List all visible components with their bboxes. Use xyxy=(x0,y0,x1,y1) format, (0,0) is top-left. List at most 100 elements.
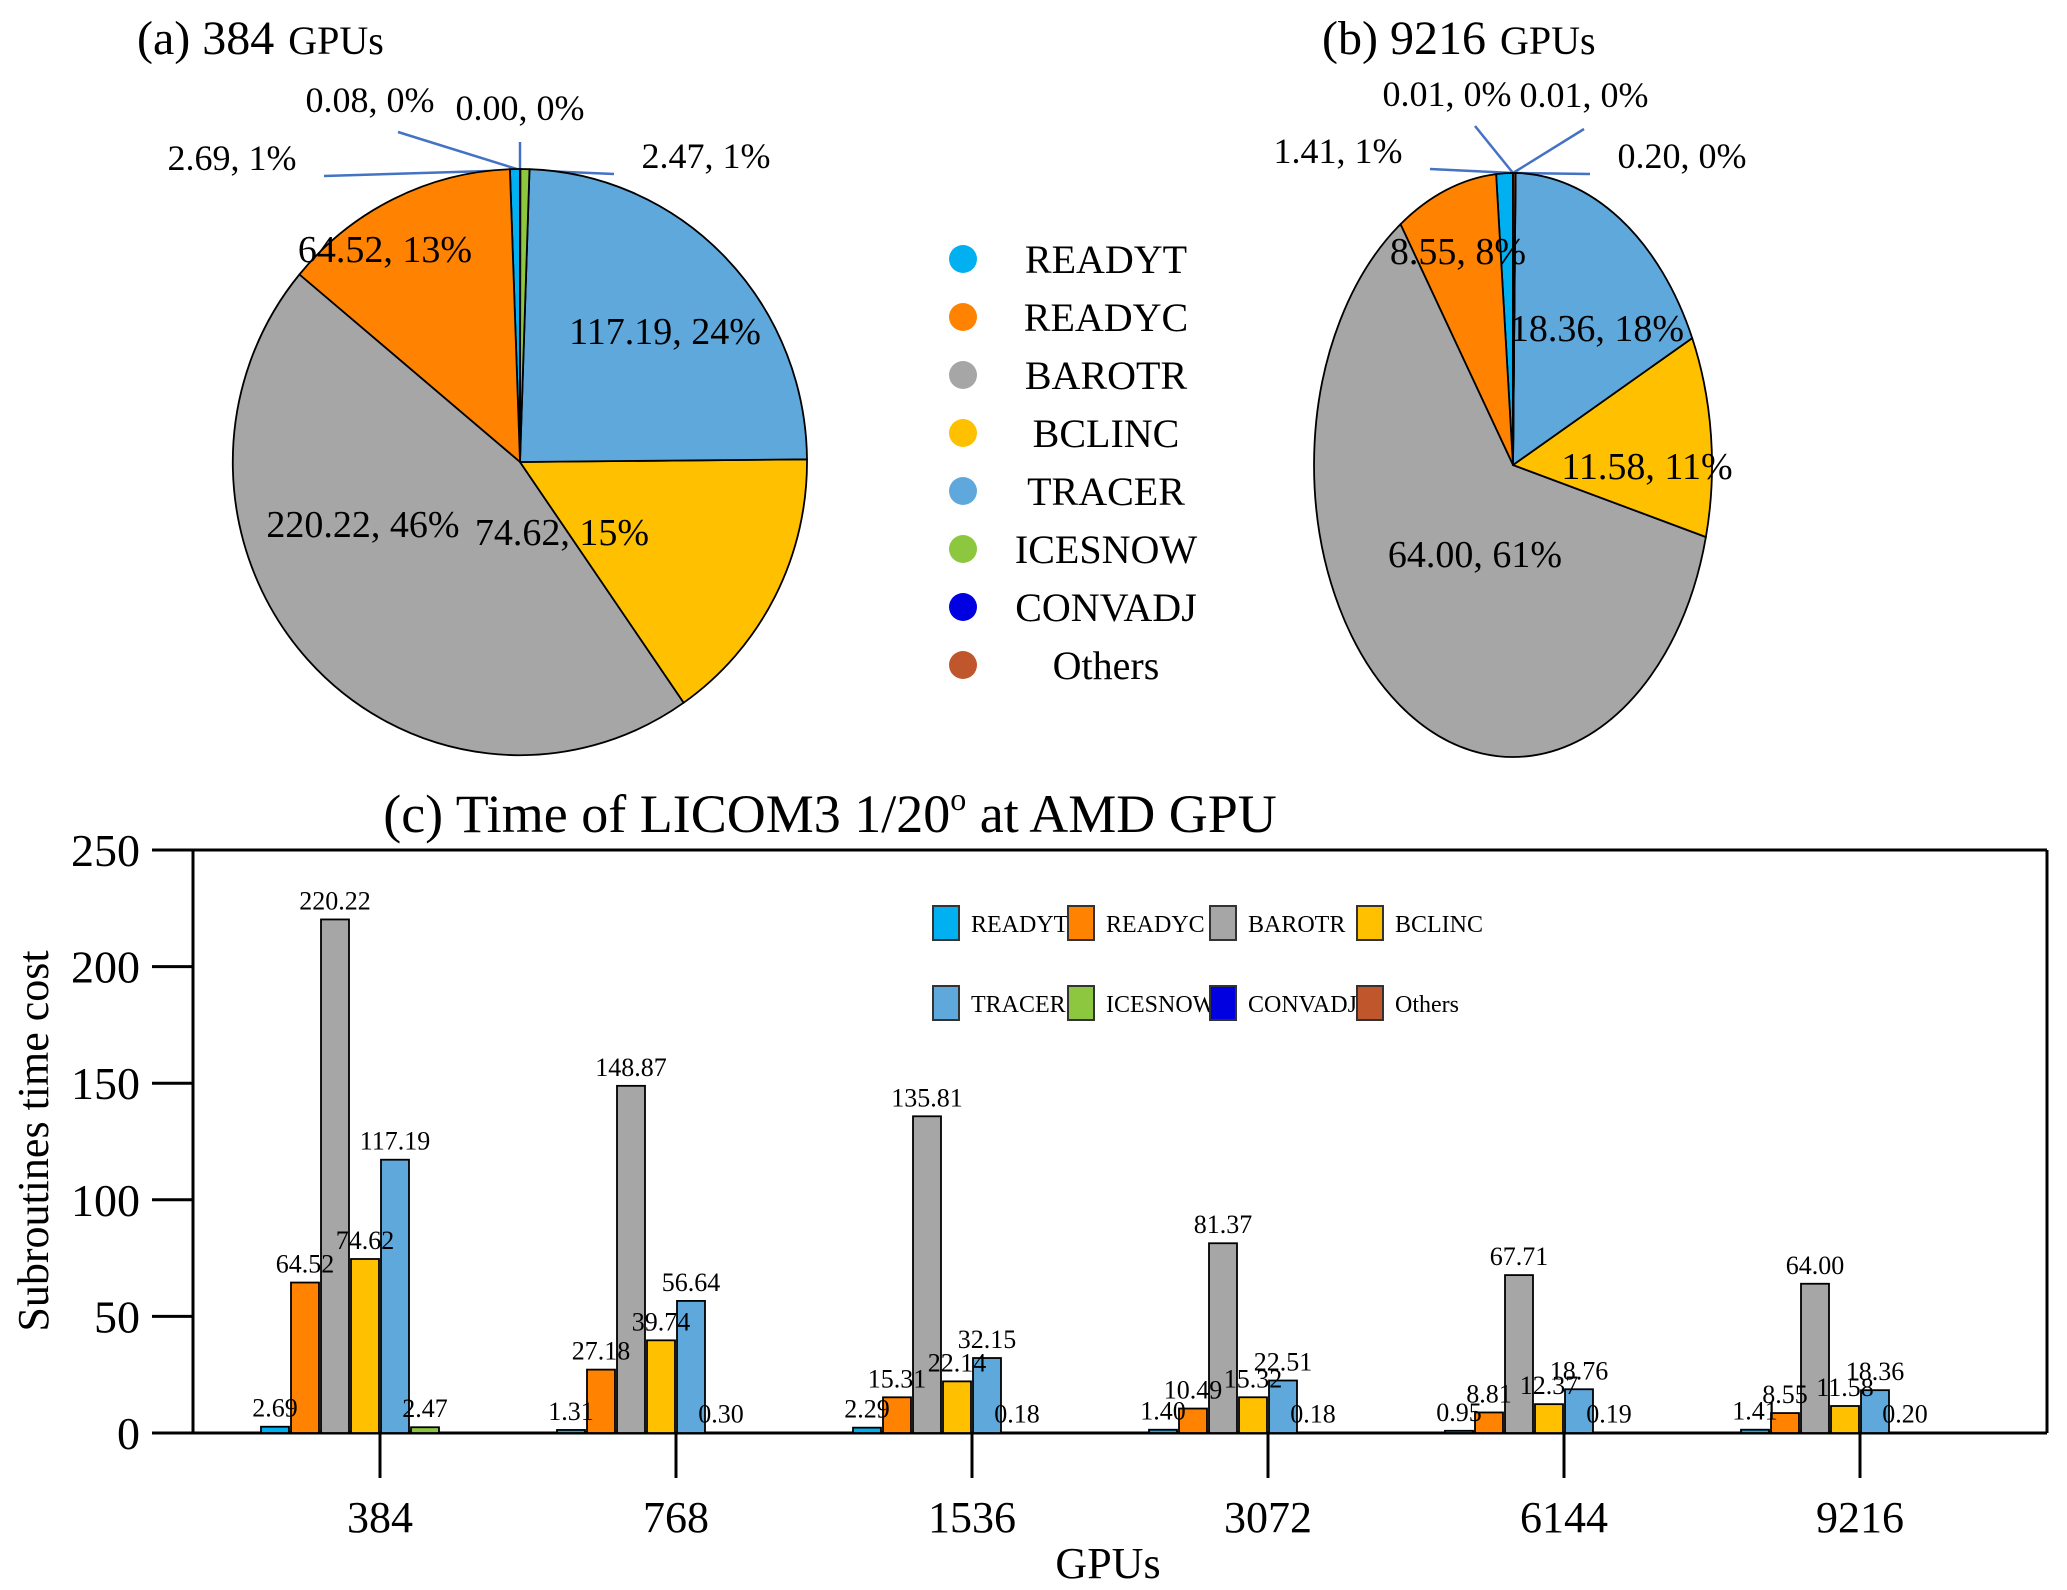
bar-value-label-TRACER-768: 56.64 xyxy=(662,1268,721,1297)
bar-title-main: (c) Time of LICOM3 1/20 xyxy=(383,784,950,844)
y-tick-label-150: 150 xyxy=(71,1058,140,1109)
bar-value-label-BAROTR-768: 148.87 xyxy=(595,1053,667,1082)
y-tick-label-100: 100 xyxy=(71,1175,140,1226)
y-axis-label: Subroutines time cost xyxy=(9,950,58,1331)
bar-axes xyxy=(152,848,2049,1478)
bar-value-label-BAROTR-3072: 81.37 xyxy=(1194,1210,1253,1239)
bar-legend-swatch-BCLINC xyxy=(1356,905,1384,941)
bar-value-label-TRACER-384: 117.19 xyxy=(360,1127,431,1156)
pie-a-label-BAROTR: 220.22, 46% xyxy=(266,504,459,546)
bar-TRACER-768 xyxy=(676,1300,706,1434)
bar-value-label-ICESNOW-6144: 0.19 xyxy=(1586,1400,1632,1429)
pie-legend-label-READYC: READYC xyxy=(1024,295,1188,340)
pie-a-slices xyxy=(231,168,808,757)
x-axis-label: GPUs xyxy=(1055,1539,1160,1588)
bar-BAROTR-9216 xyxy=(1800,1282,1830,1434)
pie-a-slice-BAROTR xyxy=(231,273,685,757)
bar-READYC-6144 xyxy=(1474,1411,1504,1434)
bar-value-label-BAROTR-6144: 67.71 xyxy=(1490,1242,1549,1271)
bar-READYC-768 xyxy=(586,1368,616,1434)
pie-legend-marker-ICESNOW xyxy=(949,535,977,563)
pie-chart-a: (a) 384 GPUs 2.69, 1% 64.52, 13% 220.22, 46… xyxy=(137,12,808,757)
pie-b-label-Others: 0.20, 0% xyxy=(1618,136,1747,176)
pie-a-title-number: (a) 384 xyxy=(137,12,274,65)
bar-READYT-6144 xyxy=(1444,1429,1474,1434)
pie-a-labels: 2.69, 1% 64.52, 13% 220.22, 46% 74.62, 15% 1… xyxy=(168,80,771,554)
bar-legend-label-BAROTR: BAROTR xyxy=(1248,912,1345,938)
bar-READYT-384 xyxy=(260,1425,290,1434)
bar-value-label-READYT-6144: 0.95 xyxy=(1436,1398,1482,1427)
pie-b-slice-BCLINC xyxy=(1512,337,1713,538)
bar-TRACER-3072 xyxy=(1268,1379,1298,1434)
bar-legend-swatch-READYC xyxy=(1067,905,1095,941)
bar-value-label-BAROTR-9216: 64.00 xyxy=(1786,1251,1845,1280)
pie-b-title: (b) 9216 GPUs xyxy=(1322,12,1596,65)
pie-legend-marker-Others xyxy=(949,651,977,679)
pie-b-label-BCLINC: 11.58, 11% xyxy=(1561,446,1732,488)
bar-value-label-READYC-384: 64.52 xyxy=(276,1250,335,1279)
pie-b-slice-Others xyxy=(1512,172,1517,466)
bar-TRACER-9216 xyxy=(1860,1389,1890,1434)
bar-legend-label-READYC: READYC xyxy=(1106,912,1205,938)
bar-BCLINC-384 xyxy=(350,1258,380,1434)
bar-TRACER-384 xyxy=(380,1158,410,1434)
bar-legend-label-ICESNOW: ICESNOW xyxy=(1106,992,1216,1018)
pie-legend-label-ICESNOW: ICESNOW xyxy=(1015,527,1197,572)
bar-value-label-READYT-9216: 1.41 xyxy=(1732,1397,1778,1426)
pie-a-slice-TRACER xyxy=(519,168,808,463)
bar-value-label-READYC-768: 27.18 xyxy=(572,1337,631,1366)
pie-b-labels: 1.41, 1% 8.55, 8% 64.00, 61% 11.58, 11% 18.3… xyxy=(1274,74,1747,576)
bar-value-labels: 2.69 1.31 2.29 1.40 0.95 1.41 64.52 27.18 15.31 1… xyxy=(252,886,1928,1428)
pie-legend-label-CONVADJ: CONVADJ xyxy=(1015,585,1197,630)
bar-READYT-1536 xyxy=(852,1426,882,1434)
bar-BCLINC-9216 xyxy=(1830,1405,1860,1434)
pie-a-leader-lines xyxy=(323,130,615,178)
pie-legend-label-READYT: READYT xyxy=(1025,237,1187,282)
x-category-label-768: 768 xyxy=(643,1493,709,1542)
bar-value-label-READYC-9216: 8.55 xyxy=(1762,1380,1808,1409)
bar-READYC-3072 xyxy=(1178,1407,1208,1434)
bar-value-label-ICESNOW-768: 0.30 xyxy=(698,1399,744,1428)
y-tick-labels: 0 50 100 150 200 250 xyxy=(71,825,140,1459)
bar-READYT-3072 xyxy=(1148,1428,1178,1434)
bar-legend-swatch-TRACER xyxy=(932,985,960,1021)
bar-value-label-BCLINC-9216: 11.58 xyxy=(1816,1373,1874,1402)
bar-value-label-BCLINC-768: 39.74 xyxy=(632,1307,691,1336)
x-category-label-3072: 3072 xyxy=(1224,1493,1312,1542)
bar-value-label-BCLINC-6144: 12.37 xyxy=(1520,1371,1579,1400)
x-category-label-1536: 1536 xyxy=(928,1493,1016,1542)
bar-BCLINC-768 xyxy=(646,1339,676,1434)
pie-legend-label-TRACER: TRACER xyxy=(1027,469,1185,514)
bar-ICESNOW-384 xyxy=(410,1426,440,1434)
pie-a-label-ICESNOW: 2.47, 1% xyxy=(642,136,771,176)
pie-a-label-READYC: 64.52, 13% xyxy=(298,229,472,271)
bar-title-superscript: o xyxy=(950,781,966,817)
x-category-labels: 384 768 1536 3072 6144 9216 xyxy=(347,1493,1904,1542)
pie-legend-marker-TRACER xyxy=(949,477,977,505)
bar-value-label-BCLINC-3072: 15.32 xyxy=(1224,1364,1283,1393)
y-tick-label-50: 50 xyxy=(94,1291,140,1342)
bar-value-label-BCLINC-1536: 22.14 xyxy=(928,1348,987,1377)
bar-READYC-384 xyxy=(290,1281,320,1434)
bar-value-label-READYC-3072: 10.49 xyxy=(1164,1376,1223,1405)
bar-legend-swatch-ICESNOW xyxy=(1067,985,1095,1021)
bar-legend-label-TRACER: TRACER xyxy=(971,992,1066,1018)
x-category-label-6144: 6144 xyxy=(1520,1493,1608,1542)
pie-b-leader-lines xyxy=(1429,125,1591,176)
pie-legend-label-Others: Others xyxy=(1053,643,1160,688)
bar-READYT-768 xyxy=(556,1429,586,1434)
bar-READYC-9216 xyxy=(1770,1412,1800,1434)
bar-value-label-BAROTR-384: 220.22 xyxy=(299,886,371,915)
pie-a-title: (a) 384 GPUs xyxy=(137,12,384,65)
bar-value-label-READYT-384: 2.69 xyxy=(252,1394,298,1423)
y-tick-label-200: 200 xyxy=(71,942,140,993)
bar-legend-swatch-CONVADJ xyxy=(1209,985,1237,1021)
pie-b-title-unit: GPUs xyxy=(1500,18,1596,63)
bar-groups xyxy=(260,918,1890,1434)
bar-legend-label-CONVADJ: CONVADJ xyxy=(1248,992,1357,1018)
bar-value-label-ICESNOW-384: 2.47 xyxy=(402,1394,448,1423)
pie-b-slice-BAROTR xyxy=(1313,223,1707,758)
pie-a-title-unit: GPUs xyxy=(288,18,384,63)
